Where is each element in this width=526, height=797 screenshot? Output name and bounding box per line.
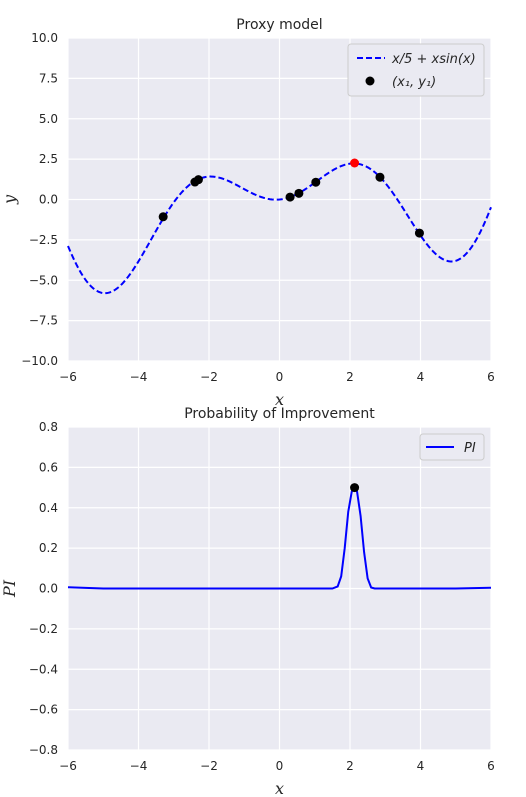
y-axis-label: y bbox=[0, 194, 19, 205]
data-point bbox=[285, 192, 295, 202]
x-tick-label: 2 bbox=[346, 759, 354, 773]
gridlines bbox=[67, 37, 492, 362]
y-tick-labels: −10.0 −7.5 −5.0 −2.5 0.0 2.5 5.0 7.5 10.0 bbox=[21, 31, 58, 368]
y-tick-label: −0.4 bbox=[29, 662, 58, 676]
x-axis-label: x bbox=[275, 779, 284, 797]
y-tick-label: −0.8 bbox=[29, 743, 58, 757]
y-tick-label: 0.2 bbox=[39, 541, 58, 555]
x-tick-label: 0 bbox=[276, 370, 284, 384]
x-tick-label: 0 bbox=[276, 759, 284, 773]
series-points bbox=[158, 158, 424, 238]
data-point bbox=[294, 188, 304, 198]
x-tick-label: −4 bbox=[130, 370, 148, 384]
y-tick-label: −2.5 bbox=[29, 233, 58, 247]
legend: x/5 + xsin(x) (x₁, y₁) bbox=[347, 43, 485, 97]
series-line bbox=[67, 162, 492, 295]
series-points bbox=[350, 483, 360, 493]
x-tick-label: −4 bbox=[130, 759, 148, 773]
series-lines bbox=[67, 485, 492, 590]
y-tick-label: −0.2 bbox=[29, 622, 58, 636]
proxy-model-chart: −6 −4 −2 0 2 4 6 −10.0 −7.5 −5.0 −2.5 0.0 2.5 5.0 7.5… bbox=[0, 17, 495, 409]
legend-entry-curve: x/5 + xsin(x) bbox=[391, 52, 476, 67]
y-tick-label: 5.0 bbox=[39, 112, 58, 126]
y-tick-label: 10.0 bbox=[31, 31, 58, 45]
x-tick-labels: −6 −4 −2 0 2 4 6 bbox=[59, 759, 495, 773]
chart-title: Probability of Improvement bbox=[184, 406, 375, 422]
max-point bbox=[350, 483, 360, 493]
y-tick-label: 2.5 bbox=[39, 152, 58, 166]
y-tick-label: −7.5 bbox=[29, 314, 58, 328]
x-tick-label: 4 bbox=[417, 370, 425, 384]
x-tick-label: −2 bbox=[200, 370, 218, 384]
x-tick-label: −6 bbox=[59, 759, 77, 773]
chart-title: Proxy model bbox=[236, 17, 322, 33]
legend-point-swatch bbox=[365, 76, 375, 86]
y-tick-label: 0.4 bbox=[39, 501, 58, 515]
x-tick-label: 6 bbox=[487, 370, 495, 384]
legend-entry-points: (x₁, y₁) bbox=[392, 75, 436, 90]
x-tick-label: 6 bbox=[487, 759, 495, 773]
y-tick-label: 7.5 bbox=[39, 71, 58, 85]
data-point bbox=[375, 172, 385, 182]
series-line bbox=[67, 485, 492, 590]
data-point bbox=[414, 228, 424, 238]
data-point bbox=[311, 177, 321, 187]
y-tick-label: 0.0 bbox=[39, 582, 58, 596]
y-tick-label: 0.8 bbox=[39, 420, 58, 434]
pi-chart: −6 −4 −2 0 2 4 6 −0.8 −0.6 −0.4 −0.2 0.0 0.2 0.4 0.6 0… bbox=[0, 406, 495, 797]
legend: PI bbox=[419, 433, 485, 461]
y-tick-labels: −0.8 −0.6 −0.4 −0.2 0.0 0.2 0.4 0.6 0.8 bbox=[29, 420, 58, 757]
data-point bbox=[158, 212, 168, 222]
x-tick-label: 4 bbox=[417, 759, 425, 773]
y-tick-label: −5.0 bbox=[29, 273, 58, 287]
best-point bbox=[350, 158, 360, 168]
x-tick-labels: −6 −4 −2 0 2 4 6 bbox=[59, 370, 495, 384]
legend-entry-pi: PI bbox=[464, 441, 476, 456]
series-lines bbox=[67, 162, 492, 295]
y-axis-label: PI bbox=[0, 579, 19, 598]
legend-box bbox=[347, 43, 485, 97]
x-tick-label: 2 bbox=[346, 370, 354, 384]
x-tick-label: −2 bbox=[200, 759, 218, 773]
y-tick-label: −0.6 bbox=[29, 703, 58, 717]
y-tick-label: −10.0 bbox=[21, 354, 58, 368]
x-tick-label: −6 bbox=[59, 370, 77, 384]
data-point bbox=[193, 175, 203, 185]
y-tick-label: 0.6 bbox=[39, 460, 58, 474]
y-tick-label: 0.0 bbox=[39, 193, 58, 207]
x-axis-label: x bbox=[275, 390, 284, 409]
